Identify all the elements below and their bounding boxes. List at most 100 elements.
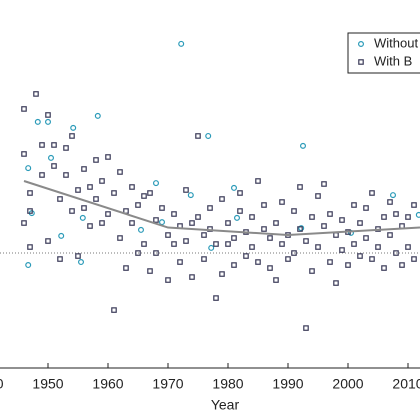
point (189, 220, 195, 226)
point (57, 256, 63, 262)
point (249, 214, 255, 220)
point (129, 184, 135, 190)
point (87, 184, 93, 190)
point (303, 238, 309, 244)
point (297, 226, 303, 232)
point (363, 235, 369, 241)
x-tick-label: 1950 (32, 376, 63, 392)
point (44, 118, 51, 125)
point (33, 91, 39, 97)
point (351, 241, 357, 247)
point (261, 226, 267, 232)
point (315, 193, 321, 199)
point (195, 133, 201, 139)
point (237, 190, 243, 196)
point (273, 220, 279, 226)
point (99, 220, 105, 226)
x-tick-label: 1940 (0, 376, 4, 392)
point (81, 205, 87, 211)
point (369, 190, 375, 196)
point (405, 214, 411, 220)
point (234, 214, 241, 221)
point (153, 217, 159, 223)
point (178, 40, 185, 47)
point (147, 190, 153, 196)
point (195, 214, 201, 220)
point (357, 220, 363, 226)
point (105, 211, 111, 217)
point (117, 169, 123, 175)
point (69, 208, 75, 214)
point (69, 133, 75, 139)
point (300, 142, 307, 149)
point (249, 244, 255, 250)
point (243, 253, 249, 259)
point (93, 196, 99, 202)
point (153, 250, 159, 256)
point (201, 256, 207, 262)
point (63, 172, 69, 178)
point (51, 142, 57, 148)
point (303, 325, 309, 331)
x-tick-label: 1970 (152, 376, 183, 392)
legend-marker (358, 40, 365, 47)
point (219, 196, 225, 202)
point (381, 265, 387, 271)
point (219, 271, 225, 277)
x-axis-label: Year (211, 397, 240, 413)
point (47, 154, 54, 161)
point (177, 259, 183, 265)
point (123, 265, 129, 271)
point (34, 118, 41, 125)
point (171, 241, 177, 247)
point (231, 184, 238, 191)
point (393, 211, 399, 217)
point (393, 250, 399, 256)
point (75, 253, 81, 259)
point (390, 192, 397, 199)
x-tick-label: 2000 (332, 376, 363, 392)
point (231, 235, 237, 241)
point (27, 208, 33, 214)
point (189, 274, 195, 280)
legend-box (347, 32, 420, 74)
point (231, 262, 237, 268)
point (99, 178, 105, 184)
point (315, 244, 321, 250)
x-tick-label: 1980 (212, 376, 243, 392)
point (381, 214, 387, 220)
point (261, 202, 267, 208)
point (321, 223, 327, 229)
point (237, 208, 243, 214)
trend-line (23, 180, 420, 237)
point (339, 247, 345, 253)
point (201, 232, 207, 238)
point (21, 106, 27, 112)
point (183, 238, 189, 244)
point (77, 259, 84, 266)
point (327, 211, 333, 217)
point (369, 256, 375, 262)
point (333, 232, 339, 238)
x-tick-label: 1990 (272, 376, 303, 392)
point (279, 241, 285, 247)
point (255, 178, 261, 184)
x-tick-label: 2010 (392, 376, 420, 392)
legend-label: Without (374, 35, 418, 50)
point (135, 202, 141, 208)
point (357, 253, 363, 259)
point (415, 211, 420, 218)
point (411, 202, 417, 208)
point (93, 157, 99, 163)
point (309, 268, 315, 274)
point (309, 214, 315, 220)
point (63, 145, 69, 151)
point (273, 277, 279, 283)
point (279, 199, 285, 205)
point (387, 199, 393, 205)
point (267, 265, 273, 271)
point (153, 180, 160, 187)
point (129, 220, 135, 226)
point (411, 256, 417, 262)
